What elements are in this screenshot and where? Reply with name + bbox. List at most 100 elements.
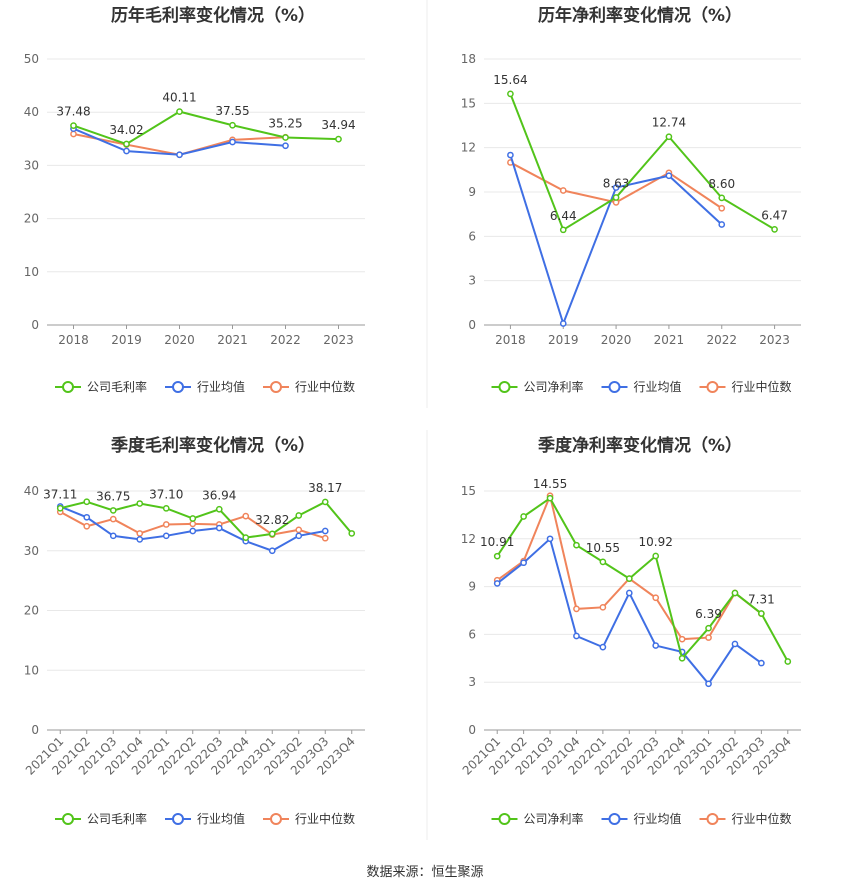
data-point-avg	[625, 589, 633, 597]
y-tick-label: 6	[468, 627, 476, 641]
data-point-company	[493, 552, 501, 560]
legend-label: 行业均值	[634, 379, 682, 394]
legend-item-median[interactable]: 行业中位数	[263, 379, 355, 394]
legend-item-avg[interactable]: 行业均值	[601, 811, 682, 826]
x-tick-label: 2023	[759, 333, 790, 347]
legend-item-median[interactable]: 行业中位数	[699, 811, 792, 826]
data-point-company	[136, 500, 144, 507]
data-point-median	[718, 204, 726, 212]
data-point-company	[215, 505, 223, 513]
y-tick-label: 9	[468, 185, 476, 199]
data-point-company	[282, 134, 289, 141]
legend-item-median[interactable]: 行业中位数	[263, 811, 355, 826]
x-tick-label: 2021	[654, 333, 685, 347]
data-label: 34.94	[321, 118, 355, 132]
legend-item-company[interactable]: 公司毛利率	[55, 379, 147, 394]
data-label: 10.91	[480, 535, 514, 549]
data-point-avg	[718, 221, 726, 228]
chart-panel-3: 季度毛利率变化情况（%）0102030402021Q12021Q22021Q32…	[23, 435, 365, 826]
x-tick-label: 2022	[706, 333, 737, 347]
data-point-company	[162, 504, 170, 512]
legend-item-avg[interactable]: 行业均值	[165, 811, 245, 826]
data-label: 6.39	[695, 607, 722, 621]
source-note: 数据来源：恒生聚源	[366, 865, 483, 880]
series-line-company	[496, 496, 789, 662]
y-tick-label: 10	[24, 663, 39, 677]
y-tick-label: 15	[461, 484, 476, 498]
data-point-company	[678, 654, 686, 662]
y-tick-label: 40	[24, 105, 39, 119]
chart-title: 历年毛利率变化情况（%）	[111, 5, 315, 26]
data-point-company	[705, 624, 712, 632]
data-point-company	[599, 558, 607, 566]
y-tick-label: 0	[468, 723, 476, 737]
data-point-avg	[109, 532, 117, 540]
data-point-avg	[705, 680, 712, 688]
data-point-median	[573, 605, 580, 613]
legend-swatch-marker	[172, 381, 184, 393]
data-point-avg	[573, 632, 580, 640]
data-point-company	[176, 108, 183, 115]
data-point-company	[123, 140, 130, 148]
data-point-company	[335, 135, 342, 143]
y-tick-label: 30	[24, 158, 39, 172]
data-label: 12.74	[652, 116, 686, 130]
x-tick-label: 2021	[217, 333, 248, 347]
legend-item-avg[interactable]: 行业均值	[165, 379, 245, 394]
data-point-median	[70, 130, 77, 138]
data-point-company	[507, 90, 514, 98]
legend-label: 公司净利率	[524, 379, 584, 394]
legend-item-median[interactable]: 行业中位数	[699, 379, 792, 394]
data-point-median	[678, 635, 686, 643]
data-point-company	[520, 513, 527, 520]
y-tick-label: 20	[24, 604, 39, 618]
data-point-median	[705, 634, 712, 641]
data-point-company	[559, 226, 567, 234]
data-point-avg	[559, 320, 567, 327]
y-tick-label: 12	[461, 141, 476, 155]
legend-item-company[interactable]: 公司净利率	[491, 811, 584, 826]
data-label: 36.75	[96, 489, 130, 503]
data-label: 14.55	[533, 477, 567, 491]
data-label: 35.25	[268, 116, 302, 130]
legend-item-company[interactable]: 公司毛利率	[55, 811, 147, 826]
y-tick-label: 6	[468, 229, 476, 243]
data-label: 8.60	[708, 177, 735, 191]
legend-swatch-marker	[62, 813, 74, 825]
data-label: 38.17	[308, 481, 342, 495]
data-point-company	[295, 512, 303, 519]
data-label: 37.10	[149, 487, 183, 501]
chart-title: 季度净利率变化情况（%）	[538, 435, 742, 456]
x-tick-label: 2019	[548, 333, 579, 347]
y-tick-label: 20	[24, 212, 39, 226]
legend-swatch-marker	[270, 813, 282, 825]
data-point-company	[70, 122, 77, 129]
data-point-avg	[731, 640, 739, 648]
data-point-avg	[136, 536, 144, 543]
legend-item-company[interactable]: 公司净利率	[491, 379, 584, 394]
data-point-avg	[493, 580, 501, 587]
legend-label: 行业中位数	[295, 811, 355, 826]
series-line-company	[73, 110, 339, 146]
x-tick-label: 2018	[495, 333, 526, 347]
legend-label: 公司净利率	[524, 811, 584, 826]
data-point-median	[559, 187, 567, 194]
y-tick-label: 9	[468, 580, 476, 594]
legend-swatch-marker	[62, 381, 74, 393]
data-label: 10.92	[639, 535, 673, 549]
legend-label: 行业中位数	[295, 379, 355, 394]
chart-title: 历年净利率变化情况（%）	[538, 5, 742, 26]
data-point-median	[189, 520, 197, 528]
chart-title: 季度毛利率变化情况（%）	[111, 435, 315, 456]
x-tick-label: 2019	[111, 333, 142, 347]
legend-item-avg[interactable]: 行业均值	[601, 379, 682, 394]
y-tick-label: 3	[468, 675, 476, 689]
y-tick-label: 0	[31, 723, 39, 737]
data-label: 10.55	[586, 541, 620, 555]
data-point-company	[83, 498, 91, 506]
data-point-company	[268, 530, 276, 538]
series-line-company	[60, 500, 353, 539]
legend-label: 行业中位数	[732, 379, 792, 394]
data-label: 34.02	[109, 123, 143, 137]
legend-label: 行业中位数	[732, 811, 792, 826]
